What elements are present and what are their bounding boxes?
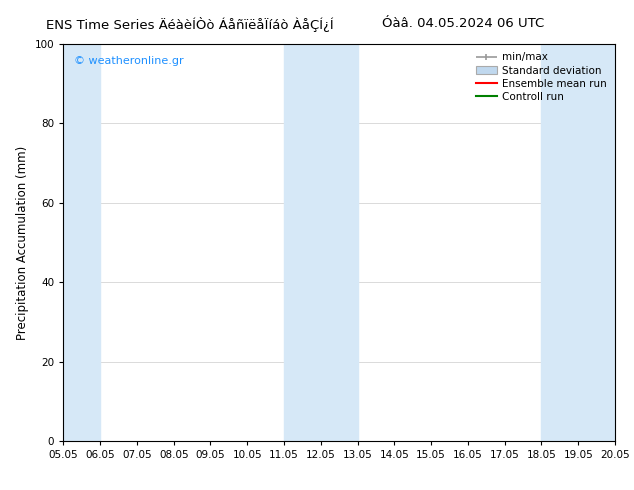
Text: © weatheronline.gr: © weatheronline.gr xyxy=(74,56,184,66)
Legend: min/max, Standard deviation, Ensemble mean run, Controll run: min/max, Standard deviation, Ensemble me… xyxy=(473,49,610,105)
Bar xyxy=(284,44,358,441)
Bar xyxy=(63,44,100,441)
Bar xyxy=(541,44,615,441)
Text: Óàâ. 04.05.2024 06 UTC: Óàâ. 04.05.2024 06 UTC xyxy=(382,17,544,30)
Y-axis label: Precipitation Accumulation (mm): Precipitation Accumulation (mm) xyxy=(16,146,29,340)
Text: ENS Time Series ÄéàèÍÒò ÁåñïëåÏíáò ÀåÇÍ¿Í: ENS Time Series ÄéàèÍÒò ÁåñïëåÏíáò ÀåÇÍ¿… xyxy=(46,17,334,32)
